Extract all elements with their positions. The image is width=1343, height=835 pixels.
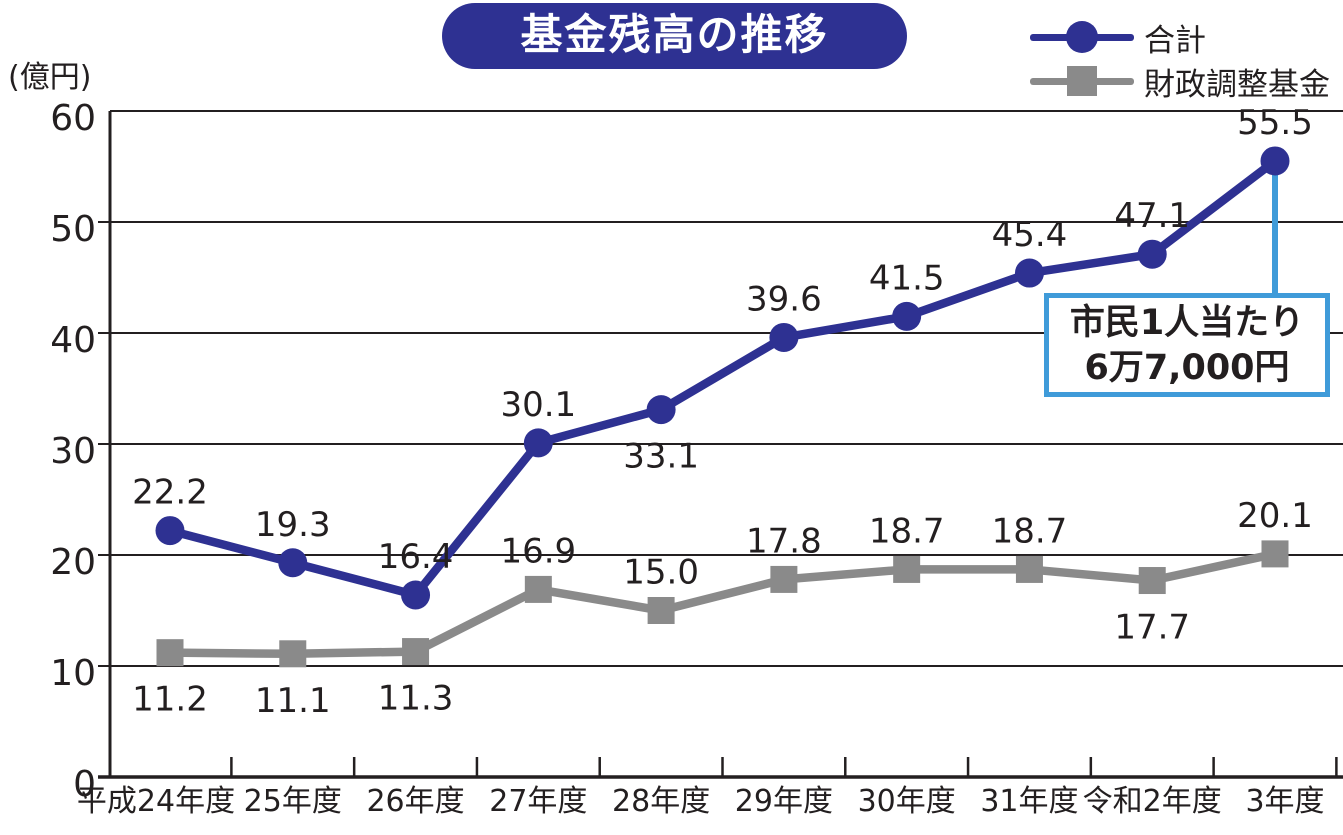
x-tick-label: 25年度 <box>243 784 342 819</box>
data-point-marker <box>647 597 675 624</box>
y-tick-label: 0 <box>73 764 96 805</box>
annotation-line-2: 6万7,000円 <box>1084 348 1290 388</box>
data-point-label: 47.1 <box>1114 196 1190 236</box>
data-point-label: 22.2 <box>132 473 208 513</box>
data-point-label: 11.3 <box>378 679 454 719</box>
data-point-marker <box>279 640 307 668</box>
data-point-label: 16.9 <box>500 531 576 571</box>
data-point-label: 11.2 <box>132 680 208 720</box>
y-tick-label: 30 <box>50 431 96 472</box>
data-point-marker <box>401 580 431 610</box>
y-tick-label: 50 <box>50 209 96 250</box>
data-point-marker <box>1014 258 1044 288</box>
data-point-label: 30.1 <box>500 385 576 425</box>
y-tick-label: 40 <box>50 320 96 361</box>
data-point-label: 41.5 <box>869 258 945 298</box>
chart-legend: 合計 財政調整基金 <box>1030 16 1330 103</box>
x-tick-label: 3年度 <box>1245 784 1325 819</box>
data-point-label: 11.1 <box>255 681 331 721</box>
data-point-label: 39.6 <box>746 279 822 319</box>
data-point-marker <box>1260 146 1290 176</box>
data-point-label: 19.3 <box>255 505 331 545</box>
annotation-line-1: 市民1人当たり <box>1069 303 1305 343</box>
data-point-marker <box>155 516 185 546</box>
x-tick-label: 平成24年度 <box>76 784 236 819</box>
x-tick-label: 27年度 <box>489 784 588 819</box>
data-point-marker <box>893 555 921 583</box>
y-tick-label: 10 <box>50 653 96 694</box>
data-point-label: 15.0 <box>623 553 699 593</box>
per-citizen-annotation: 市民1人当たり 6万7,000円 <box>1044 293 1330 397</box>
data-point-marker <box>1261 540 1289 568</box>
x-tick-label: 26年度 <box>366 784 465 819</box>
data-point-label: 55.5 <box>1237 103 1313 143</box>
data-point-label: 16.4 <box>378 537 454 577</box>
x-tick-label: 31年度 <box>980 784 1079 819</box>
data-point-marker <box>156 639 184 667</box>
data-point-label: 17.7 <box>1114 608 1190 648</box>
data-point-marker <box>1138 567 1166 595</box>
data-point-marker <box>1015 555 1043 583</box>
x-tick-label: 29年度 <box>734 784 833 819</box>
legend-square-marker-icon <box>1030 60 1134 102</box>
chart-title: 基金残高の推移 <box>442 3 907 69</box>
data-point-marker <box>770 565 798 593</box>
legend-item-fiscal-adjustment-fund: 財政調整基金 <box>1030 60 1330 103</box>
legend-marker-icon <box>1067 66 1097 96</box>
legend-circle-marker-icon <box>1030 16 1134 58</box>
series-line-square <box>169 549 1276 659</box>
y-tick-label: 60 <box>50 98 96 139</box>
data-point-marker <box>1137 239 1167 269</box>
y-tick-label: 20 <box>50 542 96 583</box>
data-point-marker <box>278 548 308 578</box>
data-point-label: 18.7 <box>869 511 945 551</box>
x-tick-label: 30年度 <box>857 784 956 819</box>
x-tick-label: 令和2年度 <box>1082 784 1222 819</box>
legend-item-total: 合計 <box>1030 16 1330 59</box>
data-point-marker <box>769 322 799 352</box>
data-point-label: 17.8 <box>746 521 822 561</box>
data-point-label: 33.1 <box>623 437 699 477</box>
data-point-marker <box>646 395 676 425</box>
data-point-marker <box>523 428 553 458</box>
data-point-label: 20.1 <box>1237 496 1313 536</box>
data-point-marker <box>892 301 922 331</box>
x-tick-label: 28年度 <box>612 784 711 819</box>
data-point-label: 18.7 <box>992 511 1068 551</box>
legend-marker-icon <box>1066 21 1098 53</box>
data-point-marker <box>524 575 552 603</box>
data-point-label: 45.4 <box>992 215 1068 255</box>
legend-label: 合計 <box>1144 22 1206 59</box>
data-point-marker <box>402 638 430 666</box>
series-line-circle <box>168 157 1278 600</box>
y-axis-unit-label: (億円) <box>8 60 92 95</box>
legend-label: 財政調整基金 <box>1144 66 1330 103</box>
